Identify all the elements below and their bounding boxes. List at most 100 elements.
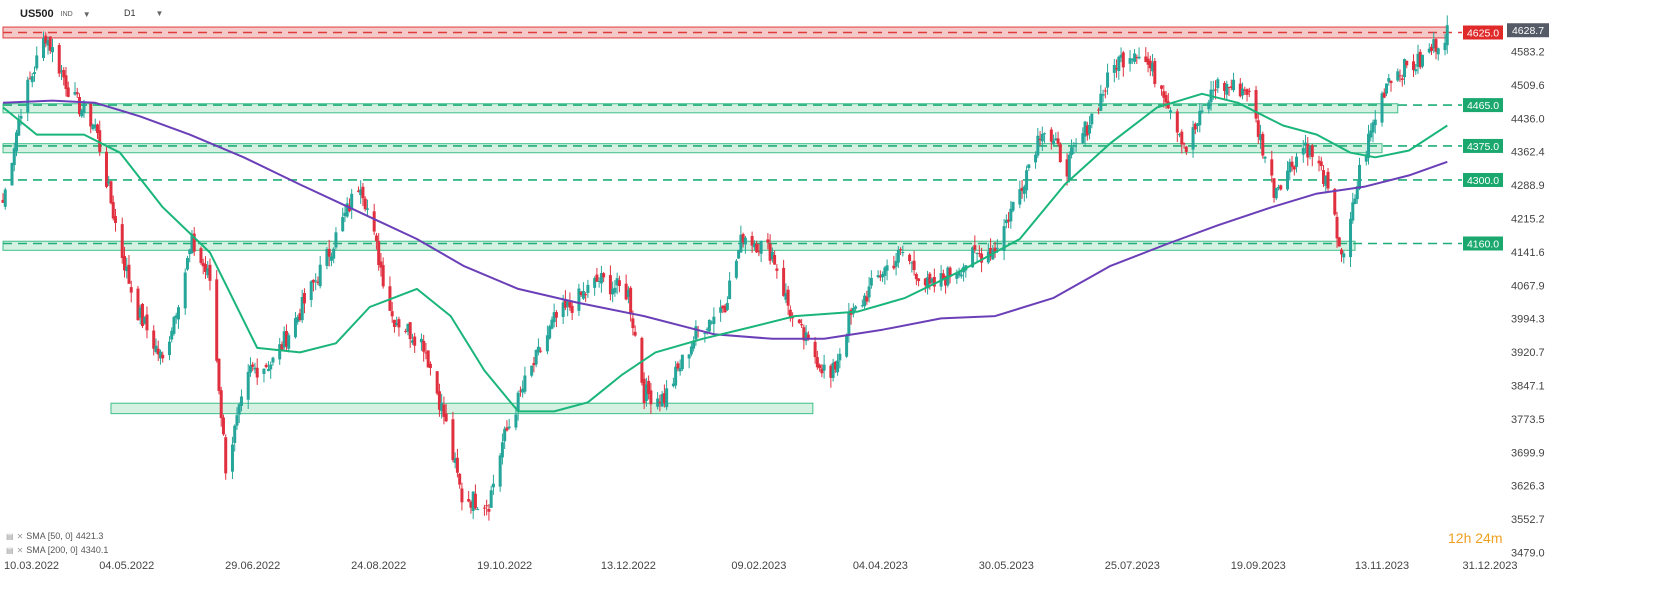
candle-down xyxy=(579,291,583,296)
close-icon[interactable]: ✕ xyxy=(16,531,24,541)
candle-up xyxy=(1445,25,1449,46)
y-tick-label: 4215.2 xyxy=(1511,213,1545,225)
candle-down xyxy=(1,199,5,203)
candle-down xyxy=(469,501,473,508)
candle-up xyxy=(1364,154,1368,162)
candle-up xyxy=(1070,147,1074,156)
candle-down xyxy=(723,305,727,313)
candle-down xyxy=(775,268,779,271)
close-icon[interactable]: ✕ xyxy=(16,545,24,555)
candle-down xyxy=(1245,89,1249,95)
candle-up xyxy=(710,322,714,324)
candle-down xyxy=(215,279,219,361)
candle-up xyxy=(752,243,756,248)
candle-down xyxy=(617,280,621,286)
candle-up xyxy=(1207,102,1211,110)
settings-icon[interactable]: ▤ xyxy=(6,531,14,541)
candle-up xyxy=(1034,154,1038,163)
candle-up xyxy=(35,55,39,69)
candle-down xyxy=(1180,131,1184,145)
candle-up xyxy=(350,193,354,210)
candle-up xyxy=(183,272,187,309)
indicator-sma200[interactable]: ▤ ✕ SMA [200, 0] 4340.1 xyxy=(6,545,108,555)
timeframe-selector[interactable]: D1 ▼ xyxy=(124,8,163,18)
candle-up xyxy=(770,251,774,260)
candle-down xyxy=(993,247,997,252)
candle-up xyxy=(91,124,95,130)
x-tick-label: 04.05.2022 xyxy=(99,560,154,572)
candle-up xyxy=(239,396,243,406)
candle-down xyxy=(802,327,806,341)
candle-down xyxy=(161,354,165,359)
settings-icon[interactable]: ▤ xyxy=(6,545,14,555)
candle-down xyxy=(316,281,320,283)
candle-down xyxy=(505,427,509,431)
candle-down xyxy=(1418,51,1422,68)
candle-up xyxy=(287,335,291,349)
candle-down xyxy=(89,103,93,127)
candle-up xyxy=(188,249,192,255)
timeframe-label: D1 xyxy=(124,8,136,18)
candle-up xyxy=(1308,145,1312,156)
candle-up xyxy=(3,189,7,207)
candle-up xyxy=(32,72,36,75)
candle-up xyxy=(1436,48,1440,55)
candle-down xyxy=(788,309,792,319)
candle-up xyxy=(1119,54,1123,58)
candle-up xyxy=(343,212,347,217)
candle-down xyxy=(66,87,70,97)
candle-down xyxy=(408,322,412,340)
candle-up xyxy=(278,344,282,360)
candle-down xyxy=(755,243,759,253)
candle-up xyxy=(14,132,18,152)
candle-timer: 12h 24m xyxy=(1448,530,1503,546)
y-tick-label: 3920.7 xyxy=(1511,347,1545,359)
candle-up xyxy=(1009,208,1013,222)
candle-up xyxy=(262,368,266,375)
level-tag-bg xyxy=(1463,98,1503,113)
candle-up xyxy=(26,79,30,113)
candle-down xyxy=(379,261,383,268)
candle-up xyxy=(1178,134,1182,136)
candle-up xyxy=(125,266,129,272)
symbol-selector[interactable]: US500 IND ▼ xyxy=(20,8,91,20)
candle-down xyxy=(192,233,196,252)
y-tick-label: 4509.6 xyxy=(1511,80,1545,92)
candle-down xyxy=(768,243,772,261)
y-tick-label: 3699.9 xyxy=(1511,447,1545,459)
level-tag-bg xyxy=(1463,138,1503,153)
indicator-sma50[interactable]: ▤ ✕ SMA [50, 0] 4421.3 xyxy=(6,531,103,541)
candle-up xyxy=(743,237,747,245)
candle-down xyxy=(1038,138,1042,141)
candle-down xyxy=(800,324,804,326)
candle-down xyxy=(1175,111,1179,133)
candle-down xyxy=(1214,89,1218,91)
candle-up xyxy=(1263,156,1267,159)
candle-down xyxy=(932,276,936,287)
candle-down xyxy=(467,499,471,502)
candle-up xyxy=(154,345,158,353)
candle-up xyxy=(586,284,590,293)
candle-down xyxy=(1310,145,1314,158)
candle-up xyxy=(176,307,180,320)
candle-down xyxy=(361,186,365,199)
candle-down xyxy=(741,234,745,243)
candle-down xyxy=(917,278,921,282)
chevron-down-icon: ▼ xyxy=(155,8,164,18)
candle-down xyxy=(219,390,223,419)
candle-up xyxy=(1043,133,1047,135)
candle-down xyxy=(977,253,981,255)
candle-up xyxy=(867,286,871,298)
candle-down xyxy=(662,393,666,404)
sma200-line xyxy=(2,99,1448,340)
candle-up xyxy=(1036,135,1040,156)
candle-up xyxy=(678,368,682,372)
candle-up xyxy=(1022,186,1026,194)
candle-up xyxy=(552,312,556,323)
candle-down xyxy=(829,365,833,378)
candle-down xyxy=(899,249,903,251)
candle-down xyxy=(1058,144,1062,163)
candle-down xyxy=(786,289,790,306)
candle-up xyxy=(1099,93,1103,111)
